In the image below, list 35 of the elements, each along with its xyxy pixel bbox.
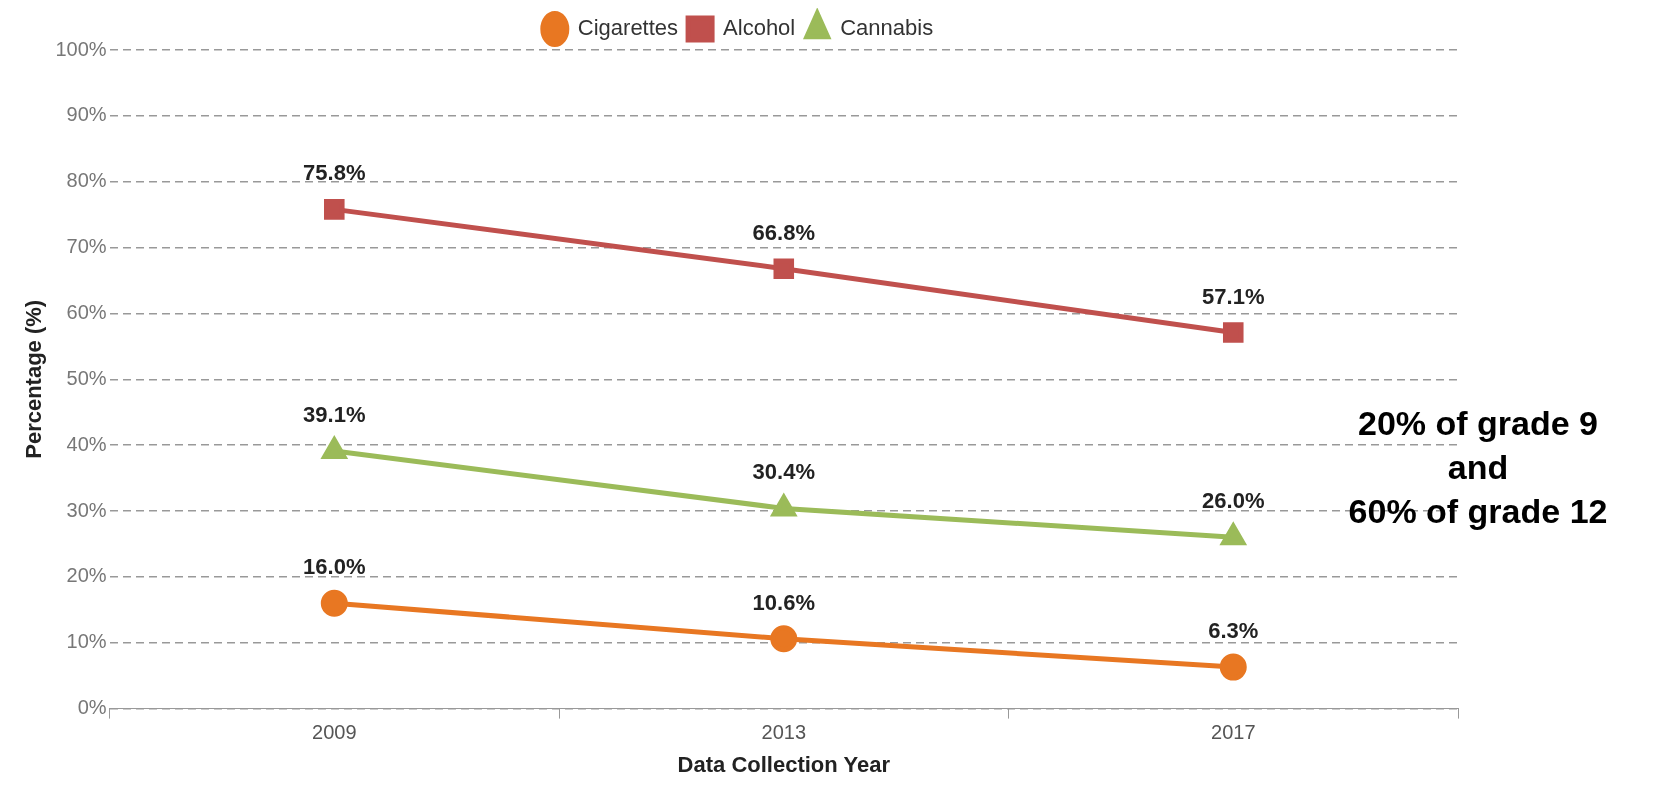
y-tick-label: 70%	[66, 235, 107, 258]
x-tick-label: 2009	[312, 721, 357, 744]
y-tick-label: 80%	[66, 169, 107, 192]
data-label: 26.0%	[1202, 488, 1265, 514]
point	[773, 258, 795, 279]
data-label: 39.1%	[303, 402, 366, 428]
point	[1219, 653, 1247, 681]
legend-label: Cannabis	[840, 15, 934, 41]
data-label: 57.1%	[1202, 283, 1265, 309]
legend-label: Alcohol	[723, 15, 796, 41]
data-label: 75.8%	[303, 160, 366, 186]
point	[1222, 322, 1244, 343]
y-tick-label: 10%	[66, 630, 107, 653]
y-tick-label: 20%	[66, 564, 107, 587]
point	[324, 199, 345, 220]
annotation: 20% of grade 9 and 60% of grade 12	[1348, 403, 1608, 530]
y-tick-label: 30%	[66, 498, 107, 521]
data-label: 66.8%	[752, 219, 815, 245]
data-label: 6.3%	[1208, 618, 1259, 644]
x-tick-label: 2013	[761, 721, 807, 744]
x-axis-title: Data Collection Year	[677, 751, 891, 777]
point	[770, 625, 798, 653]
point	[320, 589, 348, 617]
data-label: 16.0%	[303, 554, 366, 580]
y-axis-title: Percentage (%)	[21, 299, 47, 459]
y-tick-label: 60%	[66, 300, 107, 323]
data-label: 10.6%	[752, 589, 815, 615]
y-tick-label: 0%	[77, 696, 107, 719]
data-label: 30.4%	[752, 459, 815, 485]
legend-label: Cigarettes	[577, 15, 679, 41]
y-tick-label: 90%	[66, 103, 107, 126]
y-tick-label: 100%	[55, 37, 107, 60]
y-tick-label: 40%	[66, 432, 107, 455]
x-tick-label: 2017	[1211, 721, 1256, 744]
y-tick-label: 50%	[66, 366, 107, 389]
